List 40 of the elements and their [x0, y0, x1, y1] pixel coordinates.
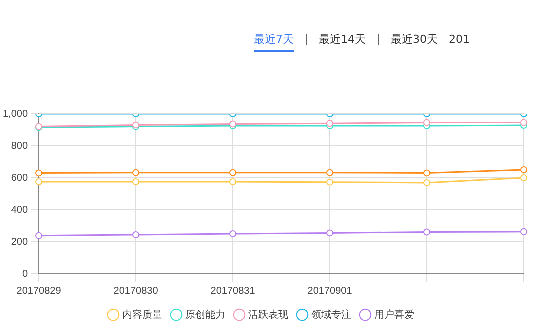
text: 最近7天 [254, 32, 294, 52]
text: 最近14天 [319, 32, 366, 48]
legend-label: 内容质量 [122, 308, 162, 321]
point [36, 170, 43, 177]
point [326, 230, 334, 237]
y-tick-label: 400 [11, 204, 28, 216]
legend-label: 原创能力 [186, 308, 226, 321]
point [520, 119, 528, 126]
y-tick-label: 200 [11, 236, 28, 248]
point [230, 230, 237, 238]
y-tick-label: 1,000 [2, 108, 28, 120]
point [36, 178, 43, 186]
point [230, 169, 237, 176]
x-tick-label: 20170829 [16, 286, 62, 297]
text: 最近30天 [391, 32, 438, 48]
point [520, 174, 528, 182]
point [326, 169, 334, 176]
x-tick-label: 20170901 [308, 286, 353, 297]
point [424, 228, 431, 236]
point [520, 166, 528, 174]
point [326, 178, 334, 186]
point [36, 232, 43, 240]
legend-label: 用户喜爱 [374, 308, 414, 321]
point [230, 178, 237, 186]
text: 201 [449, 33, 470, 48]
point [424, 119, 431, 126]
point [424, 179, 431, 186]
point [132, 169, 140, 176]
legend-label: 活跃表现 [248, 308, 288, 321]
point [326, 120, 334, 128]
y-tick-label: 600 [11, 172, 28, 184]
legend-label: 领域专注 [312, 308, 352, 321]
y-tick-label: 800 [11, 140, 28, 152]
point [424, 170, 431, 177]
x-tick-label: 20170830 [114, 286, 159, 297]
point [132, 231, 140, 238]
x-tick-label: 20170831 [210, 286, 256, 297]
point [132, 178, 140, 186]
point [520, 228, 528, 236]
y-tick-label: 0 [22, 268, 28, 280]
